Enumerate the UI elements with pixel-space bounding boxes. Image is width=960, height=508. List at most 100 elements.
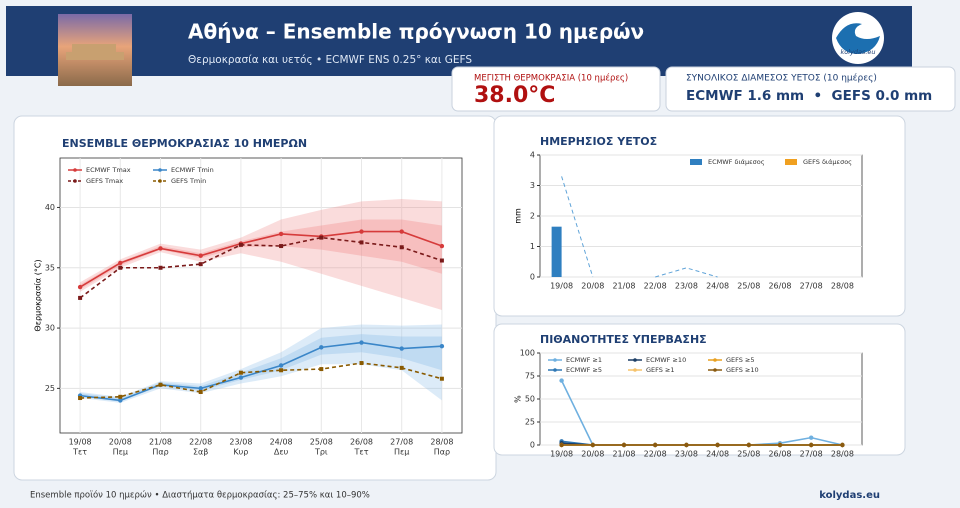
marker xyxy=(359,361,364,366)
marker xyxy=(684,442,689,448)
y-tick-label: 4 xyxy=(530,151,535,160)
line xyxy=(79,236,443,299)
x-tick-label: 24/08 xyxy=(270,438,293,447)
marker xyxy=(319,235,324,240)
marker xyxy=(559,378,564,383)
legend-label: GEFS Tmax xyxy=(86,177,123,185)
marker xyxy=(118,260,123,266)
x-tick-sublabel: Παρ xyxy=(434,448,450,457)
marker xyxy=(278,231,284,237)
header-band xyxy=(6,6,912,76)
marker xyxy=(439,258,444,263)
legend-label: GEFS διάμεσος xyxy=(803,158,852,166)
line xyxy=(80,341,442,402)
x-tick-label: 26/08 xyxy=(350,438,373,447)
x-tick-label: 22/08 xyxy=(189,438,212,447)
marker xyxy=(809,442,814,448)
x-tick-label: 21/08 xyxy=(612,450,635,459)
x-tick-label: 28/08 xyxy=(430,438,453,447)
y-tick-label: 40 xyxy=(45,203,55,212)
x-tick-label: 23/08 xyxy=(675,282,698,291)
legend-marker xyxy=(713,368,717,372)
x-tick-label: 25/08 xyxy=(737,450,760,459)
legend-marker xyxy=(73,179,77,183)
marker xyxy=(118,398,123,403)
legend-label: ECMWF ≥5 xyxy=(566,366,602,374)
marker xyxy=(359,240,364,245)
x-tick-label: 28/08 xyxy=(831,282,854,291)
legend-marker xyxy=(553,368,557,372)
legend-label: GEFS ≥5 xyxy=(726,356,755,364)
bar xyxy=(551,226,562,277)
marker xyxy=(777,442,783,448)
x-tick-sublabel: Κυρ xyxy=(233,448,248,457)
y-tick-label: 0 xyxy=(530,273,535,282)
marker xyxy=(840,442,845,448)
marker xyxy=(158,246,163,251)
card-value: ECMWF 1.6 mm • GEFS 0.0 mm xyxy=(686,88,932,104)
y-tick-label: 30 xyxy=(45,324,55,333)
legend-marker xyxy=(553,358,557,362)
legend-label: ECMWF ≥10 xyxy=(646,356,686,364)
x-tick-label: 27/08 xyxy=(390,438,413,447)
marker xyxy=(238,242,243,247)
marker xyxy=(319,345,324,350)
y-tick-label: 0 xyxy=(530,441,535,450)
legend-label: GEFS ≥10 xyxy=(726,366,759,374)
marker xyxy=(746,442,751,448)
band xyxy=(80,199,442,310)
x-tick-label: 22/08 xyxy=(644,450,667,459)
legend-marker xyxy=(633,368,637,372)
card-label: ΣΥΝΟΛΙΚΟΣ ΔΙΑΜΕΣΟΣ ΥΕΤΟΣ (10 ημέρες) xyxy=(686,73,877,84)
x-tick-label: 19/08 xyxy=(550,450,573,459)
x-tick-sublabel: Τετ xyxy=(353,448,368,457)
x-tick-label: 28/08 xyxy=(831,450,854,459)
x-tick-sublabel: Πεμ xyxy=(394,448,409,457)
x-tick-label: 22/08 xyxy=(644,282,667,291)
band xyxy=(80,219,442,290)
x-tick-label: 20/08 xyxy=(581,282,604,291)
marker xyxy=(118,394,123,399)
marker xyxy=(77,284,83,290)
x-tick-label: 23/08 xyxy=(229,438,252,447)
marker xyxy=(399,245,404,250)
x-tick-label: 21/08 xyxy=(149,438,172,447)
marker xyxy=(809,435,814,440)
x-tick-sublabel: Τετ xyxy=(72,448,87,457)
marker xyxy=(78,396,83,401)
legend-label: ECMWF Tmax xyxy=(86,166,131,174)
marker xyxy=(118,265,123,270)
chart-title: ΗΜΕΡΗΣΙΟΣ ΥΕΤΟΣ xyxy=(540,135,657,148)
x-tick-label: 25/08 xyxy=(737,282,760,291)
legend-marker xyxy=(158,179,162,183)
logo-wave xyxy=(836,23,880,54)
page-subtitle: Θερμοκρασία και υετός • ECMWF ENS 0.25° … xyxy=(188,54,472,66)
marker xyxy=(198,386,203,391)
marker xyxy=(238,370,243,375)
marker xyxy=(158,382,163,387)
marker xyxy=(621,442,627,448)
marker xyxy=(439,243,445,249)
legend-swatch xyxy=(785,159,797,165)
y-tick-label: 100 xyxy=(520,349,535,358)
footer-site: kolydas.eu xyxy=(819,490,880,501)
x-tick-label: 26/08 xyxy=(768,450,791,459)
marker xyxy=(439,376,444,381)
precip-card xyxy=(665,66,956,112)
legend-label: ECMWF ≥1 xyxy=(566,356,602,364)
legend-marker xyxy=(158,168,162,172)
legend-label: GEFS ≥1 xyxy=(646,366,675,374)
line xyxy=(80,362,443,399)
x-tick-label: 24/08 xyxy=(706,282,729,291)
line xyxy=(79,230,443,288)
legend-marker xyxy=(633,358,637,362)
legend-label: ECMWF διάμεσος xyxy=(708,158,765,166)
marker xyxy=(439,343,445,349)
marker xyxy=(399,229,404,234)
x-tick-label: 20/08 xyxy=(109,438,132,447)
marker xyxy=(399,365,404,370)
marker xyxy=(198,389,203,394)
marker xyxy=(238,375,244,380)
x-tick-label: 26/08 xyxy=(768,282,791,291)
